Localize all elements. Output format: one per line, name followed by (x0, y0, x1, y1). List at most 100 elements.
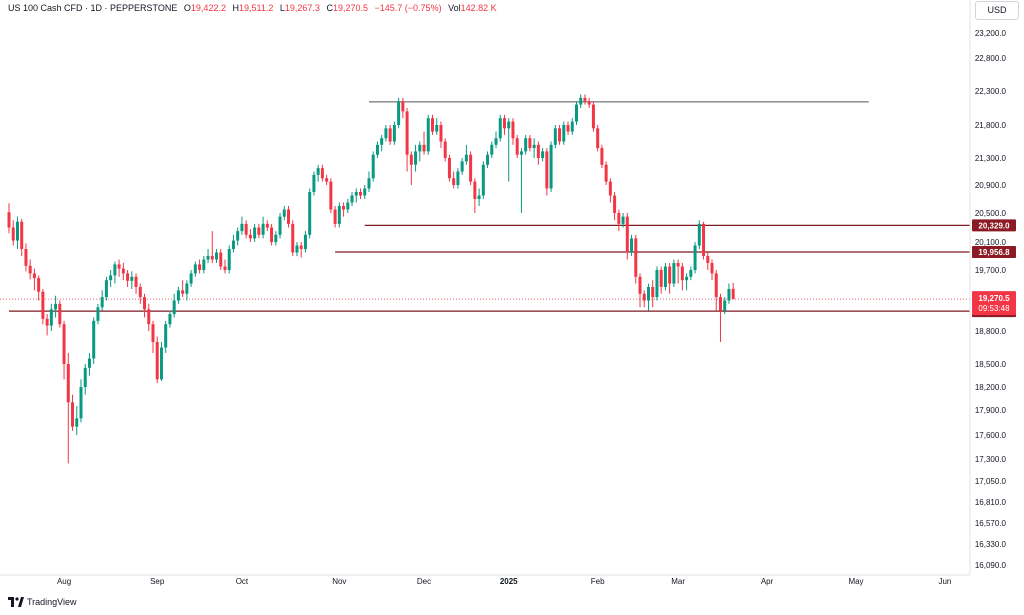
price-tick-label: 16,330.0 (975, 540, 1007, 549)
candle-body (282, 209, 286, 217)
time-tick-label: Nov (332, 577, 346, 586)
candle-body (223, 266, 227, 270)
high-label: H (232, 3, 239, 13)
candle-body (528, 138, 532, 149)
candle-body (312, 174, 316, 192)
candle-body (625, 216, 629, 253)
candle-body (168, 314, 172, 325)
candle-body (541, 151, 545, 158)
candle-body (333, 209, 337, 224)
candle-body (121, 268, 125, 274)
time-tick-label: Dec (417, 577, 431, 586)
candle-body (689, 270, 693, 277)
currency-button[interactable]: USD (975, 1, 1019, 20)
candle-body (460, 161, 464, 172)
volume-value: 142.82 K (460, 3, 497, 13)
close-label: C (326, 3, 333, 13)
time-tick-label: May (848, 577, 863, 586)
candle-body (646, 286, 650, 301)
price-tick-label: 17,300.0 (975, 455, 1007, 464)
candle-body (596, 128, 600, 149)
candle-body (409, 154, 413, 165)
candle-body (621, 216, 625, 224)
low-label: L (279, 3, 285, 13)
candle-body (134, 276, 138, 287)
time-tick-label: Apr (761, 577, 774, 586)
candle-body (617, 213, 621, 224)
candle-body (219, 252, 223, 267)
price-tick-label: 17,600.0 (975, 431, 1007, 440)
candle-body (155, 342, 159, 380)
candle-body (198, 264, 202, 270)
candle-body (236, 231, 240, 241)
candle-body (49, 309, 53, 326)
candle-body (138, 286, 142, 298)
time-tick-label: Sep (150, 577, 165, 586)
candle-body (83, 367, 87, 387)
close-value: 19,270.5 (332, 3, 368, 13)
candle-body (350, 195, 354, 203)
candle-body (464, 154, 468, 162)
candle-body (11, 227, 15, 241)
candle-body (176, 290, 180, 301)
candle-body (325, 178, 329, 182)
candle-body (401, 101, 405, 112)
candle-body (71, 402, 75, 427)
candle-body (354, 192, 358, 196)
time-tick-label: Jun (938, 577, 951, 586)
candle-body (291, 223, 295, 253)
candle-body (299, 245, 303, 249)
candle-body (524, 138, 528, 152)
tradingview-brand[interactable]: TradingView (8, 597, 77, 607)
candle-body (566, 125, 570, 132)
candle-body (680, 266, 684, 281)
candle-body (185, 283, 189, 294)
candle-body (574, 104, 578, 122)
candle-body (58, 303, 62, 325)
candle-body (426, 118, 430, 152)
candle-body (287, 209, 291, 224)
time-tick-label: Aug (57, 577, 71, 586)
candle-body (651, 286, 655, 298)
candle-body (371, 154, 375, 179)
current-price-tag (972, 291, 1016, 316)
candle-body (75, 418, 79, 427)
current-price-tag-label: 19,270.5 (978, 294, 1010, 303)
candle-body (553, 128, 557, 145)
price-tick-label: 22,800.0 (975, 54, 1007, 63)
candle-body (104, 280, 108, 298)
price-tick-label: 22,300.0 (975, 87, 1007, 96)
candle-body (511, 121, 515, 139)
candle-body (240, 223, 244, 232)
candle-body (519, 151, 523, 155)
candle-body (130, 276, 134, 281)
candle-body (227, 249, 231, 270)
candle-body (388, 128, 392, 142)
candle-body (126, 273, 130, 281)
candle-body (210, 256, 214, 260)
candle-body (346, 202, 350, 210)
candle-body (469, 154, 473, 182)
candle-body (87, 358, 91, 368)
volume-label: Vol (448, 3, 461, 13)
candle-body (265, 223, 269, 228)
candle-body (486, 154, 490, 165)
candle-body (659, 270, 663, 287)
time-axis: Aug Sep Oct Nov Dec 2025 Feb Mar Apr May Jun (0, 574, 970, 586)
tradingview-logo-icon (8, 597, 24, 607)
time-tick-label: Feb (591, 577, 605, 586)
candle-body (502, 118, 506, 129)
candle-body (109, 275, 113, 281)
candle-body (727, 288, 731, 301)
candle-body (253, 227, 257, 239)
candle-body (422, 144, 426, 152)
candle-body (363, 188, 367, 196)
price-tick-label: 18,800.0 (975, 327, 1007, 336)
candle-body (303, 234, 307, 249)
candle-body (591, 104, 595, 129)
price-tick-label: 20,500.0 (975, 209, 1007, 218)
symbol-legend[interactable]: US 100 Cash CFD · 1D · PEPPERSTONE O19,4… (8, 3, 497, 13)
candle-body (477, 195, 481, 199)
price-tick-label: 19,700.0 (975, 266, 1007, 275)
